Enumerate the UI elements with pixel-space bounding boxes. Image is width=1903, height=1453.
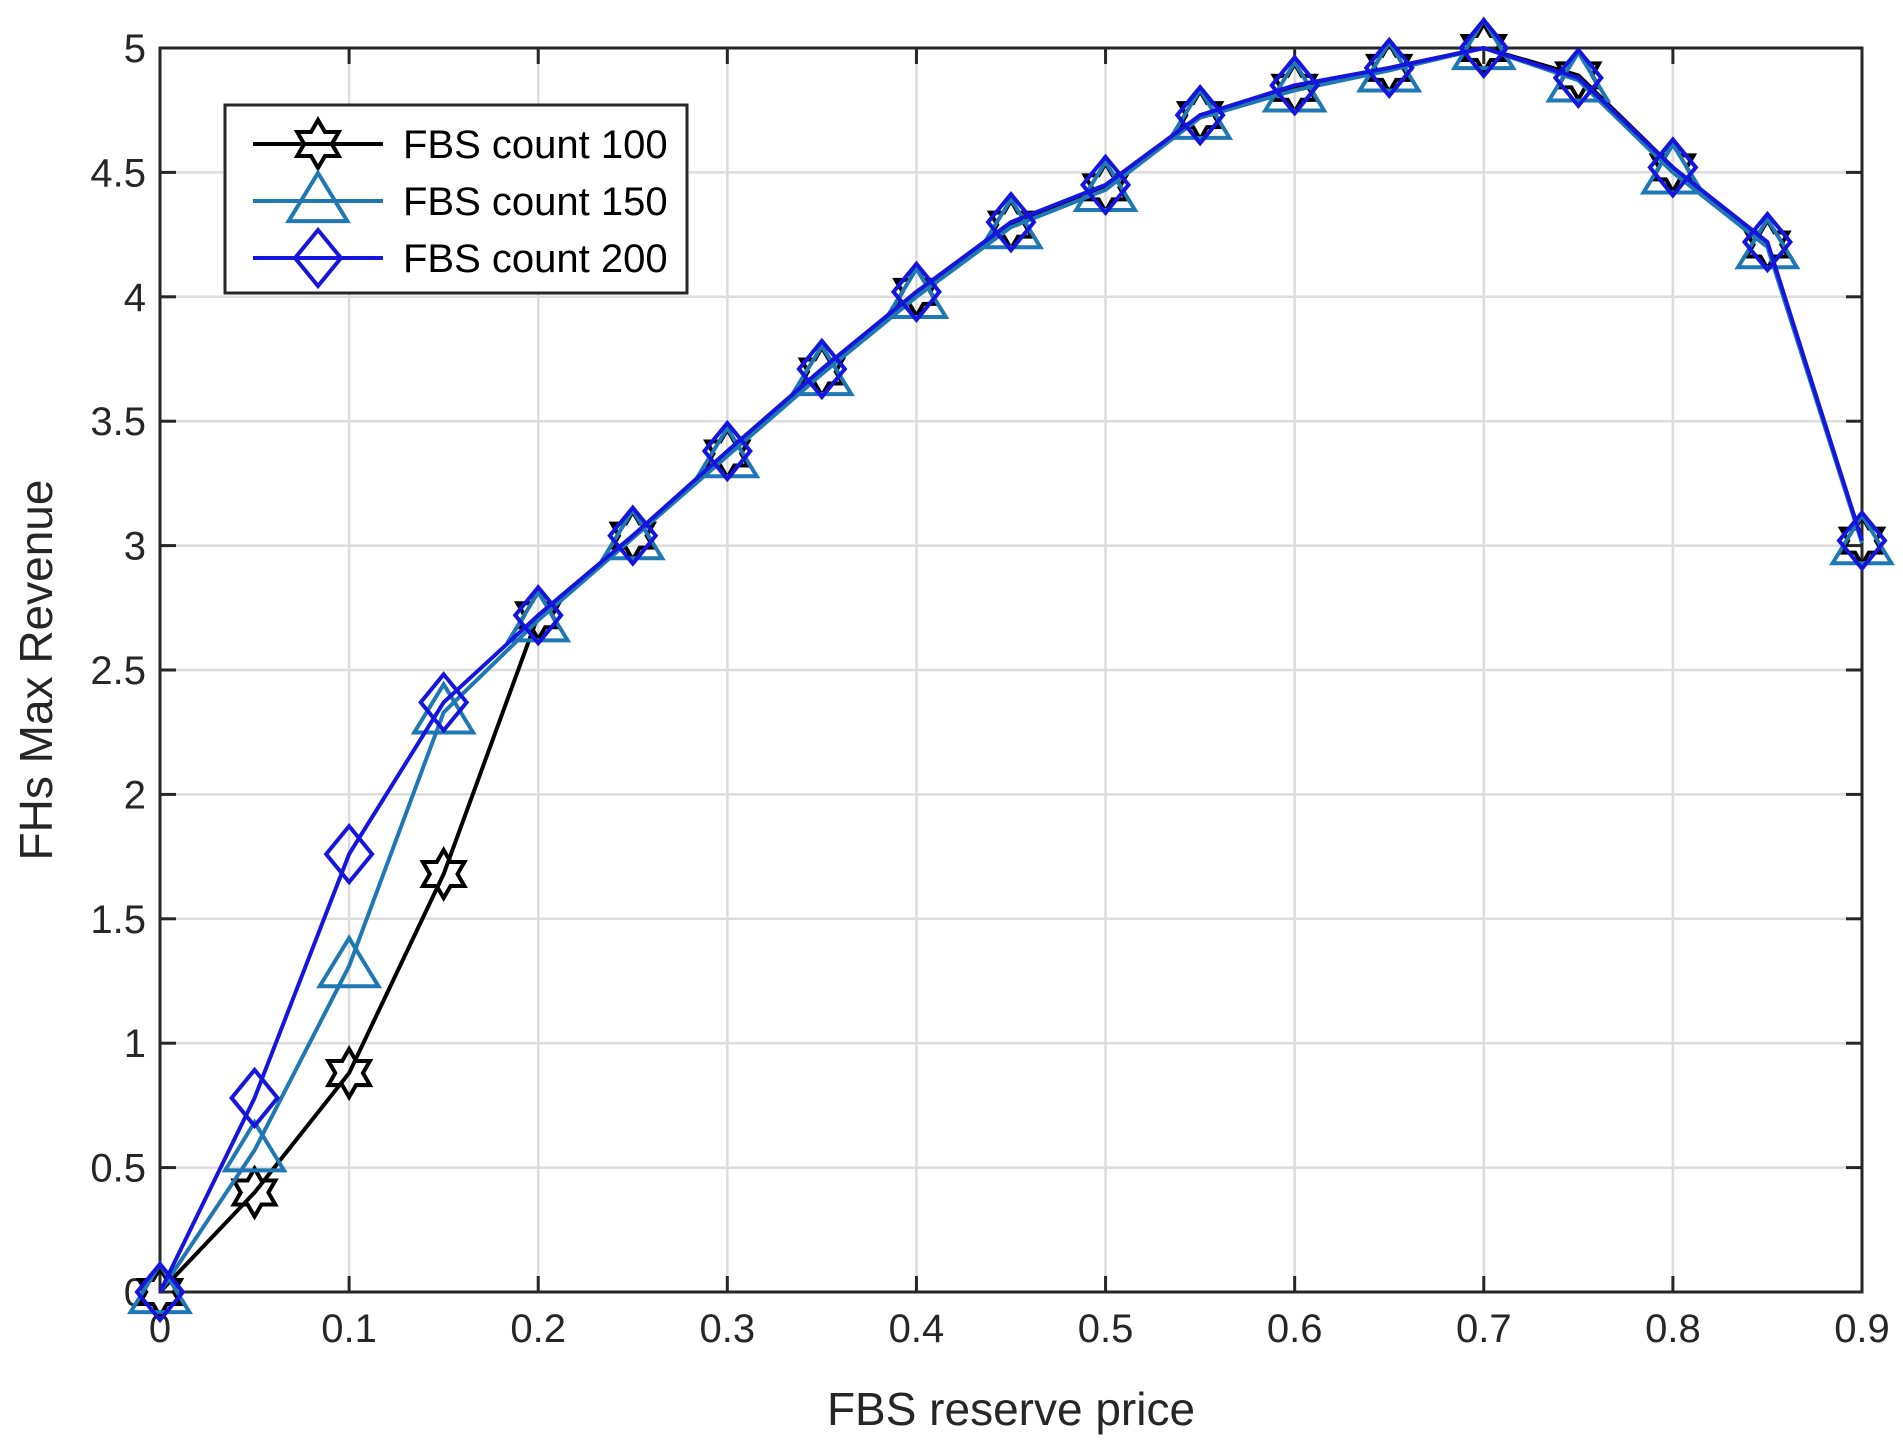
y-axis-title: FHs Max Revenue: [10, 480, 62, 861]
hexagram-marker: [293, 115, 343, 173]
diamond-marker: [323, 822, 375, 886]
diamond-marker: [292, 226, 344, 290]
diamond-marker: [418, 671, 470, 734]
triangle-marker: [599, 506, 666, 561]
diamond-marker: [1552, 46, 1604, 110]
triangle-marker: [127, 1260, 193, 1315]
diamond-marker: [1836, 509, 1888, 572]
y-tick-label: 1.5: [90, 898, 146, 942]
x-tick-label: 0.7: [1456, 1307, 1512, 1351]
diamond-marker: [1363, 36, 1415, 100]
diamond-marker: [1647, 136, 1699, 199]
diamond-marker: [1174, 84, 1226, 147]
diamond-marker: [890, 260, 942, 323]
legend-label: FBS count 100: [403, 123, 668, 167]
x-tick-label: 0.4: [889, 1307, 945, 1351]
diamond-marker: [1741, 210, 1793, 274]
legend-label: FBS count 200: [403, 237, 668, 281]
diamond-marker: [1458, 16, 1510, 80]
triangle-marker: [1450, 16, 1517, 71]
y-tick-label: 2: [124, 773, 146, 817]
hexagram-marker: [135, 1263, 185, 1321]
series-line: [158, 46, 1864, 1294]
triangle-marker: [1545, 48, 1612, 103]
x-axis-title: FBS reserve price: [827, 1383, 1195, 1435]
triangle-marker: [1829, 511, 1895, 566]
x-tick-label: 0.5: [1078, 1307, 1134, 1351]
x-tick-label: 0.1: [321, 1307, 377, 1351]
series-line: [158, 46, 1864, 1293]
y-tick-label: 4.5: [90, 151, 146, 195]
legend-label: FBS count 150: [403, 180, 668, 224]
x-tick-label: 0.8: [1645, 1307, 1701, 1351]
x-axis-ticks: 0 0.1 0.2 0.3 0.4 0.5 0.6 0.7 0.8 0.9: [149, 48, 1890, 1351]
diamond-marker: [1080, 153, 1132, 216]
diamond-marker: [796, 337, 848, 401]
legend: FBS count 100 FBS count 150 FBS count 200: [223, 103, 689, 295]
x-tick-label: 0.9: [1834, 1307, 1890, 1351]
hexagram-marker: [1459, 19, 1509, 77]
x-tick-label: 0.2: [510, 1307, 566, 1351]
y-tick-label: 3: [124, 525, 146, 569]
hexagram-marker: [419, 846, 468, 903]
series-layer: [127, 16, 1895, 1324]
y-tick-label: 0.5: [90, 1147, 146, 1191]
diamond-marker: [134, 1260, 186, 1324]
diamond-marker: [607, 504, 659, 567]
y-tick-label: 4: [124, 276, 146, 320]
triangle-marker: [1167, 85, 1234, 140]
y-tick-label: 2.5: [90, 649, 146, 693]
diamond-marker: [512, 584, 564, 647]
triangle-marker: [221, 1118, 288, 1173]
diamond-marker: [701, 419, 753, 483]
diamond-marker: [229, 1066, 281, 1130]
x-tick-label: 0.3: [700, 1307, 756, 1351]
y-tick-label: 3.5: [90, 400, 146, 444]
series-3: [134, 16, 1888, 1324]
triangle-marker: [285, 169, 351, 224]
y-tick-label: 5: [124, 27, 146, 71]
hexagram-marker: [324, 1045, 374, 1102]
diamond-marker: [985, 191, 1037, 254]
y-tick-label: 1: [124, 1022, 146, 1066]
diamond-marker: [1269, 54, 1321, 117]
x-tick-label: 0.6: [1267, 1307, 1323, 1351]
x-tick-label: 0: [149, 1307, 171, 1351]
triangle-marker: [316, 934, 383, 989]
